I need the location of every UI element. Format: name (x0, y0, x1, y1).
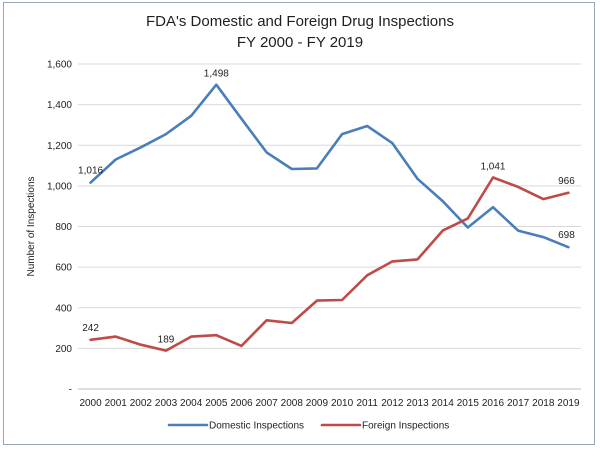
x-tick-label: 2009 (306, 398, 329, 409)
chart-frame: FDA's Domestic and Foreign Drug Inspecti… (3, 2, 595, 445)
y-tick-label: 1,400 (47, 100, 72, 111)
chart-subtitle: FY 2000 - FY 2019 (236, 34, 364, 51)
y-tick-label: 800 (55, 222, 72, 233)
x-tick-label: 2007 (256, 398, 279, 409)
x-tick-label: 2013 (406, 398, 429, 409)
legend-label-domestic: Domestic Inspections (209, 421, 304, 432)
y-tick-label: 600 (55, 263, 72, 274)
x-tick-label: 2005 (205, 398, 228, 409)
y-tick-label: 400 (55, 303, 72, 314)
x-tick-label: 2017 (507, 398, 530, 409)
x-tick-label: 2006 (230, 398, 253, 409)
series-line-domestic (89, 83, 570, 249)
x-tick-label: 2015 (457, 398, 480, 409)
x-tick-label: 2008 (281, 398, 304, 409)
y-tick-label: 1,000 (47, 181, 72, 192)
y-tick-label: - (69, 385, 72, 396)
x-tick-label: 2011 (356, 398, 378, 409)
chart-title-block: FDA's Domestic and Foreign Drug Inspecti… (4, 11, 596, 53)
x-tick-label: 2001 (105, 398, 128, 409)
x-tick-label: 2019 (557, 398, 580, 409)
x-tick-label: 2010 (331, 398, 354, 409)
data-label: 1,498 (204, 69, 229, 80)
y-tick-label: 200 (55, 344, 72, 355)
data-label: 698 (558, 230, 575, 241)
series-line-foreign (89, 176, 570, 352)
x-tick-label: 2016 (482, 398, 505, 409)
data-label: 966 (558, 176, 575, 187)
chart-title: FDA's Domestic and Foreign Drug Inspecti… (146, 13, 454, 30)
x-tick-label: 2014 (432, 398, 455, 409)
x-tick-label: 2002 (130, 398, 153, 409)
data-label: 189 (158, 335, 175, 346)
legend-label-foreign: Foreign Inspections (362, 421, 449, 432)
y-tick-label: 1,600 (47, 60, 72, 71)
x-tick-label: 2004 (180, 398, 203, 409)
y-axis-title: Number of Inspections (26, 176, 37, 276)
data-label: 1,041 (480, 162, 505, 173)
data-label: 1,016 (78, 166, 103, 177)
x-tick-label: 2003 (155, 398, 178, 409)
x-tick-label: 2018 (532, 398, 555, 409)
data-label: 242 (82, 323, 99, 334)
x-tick-label: 2000 (79, 398, 102, 409)
x-tick-label: 2012 (381, 398, 404, 409)
y-tick-label: 1,200 (47, 141, 72, 152)
